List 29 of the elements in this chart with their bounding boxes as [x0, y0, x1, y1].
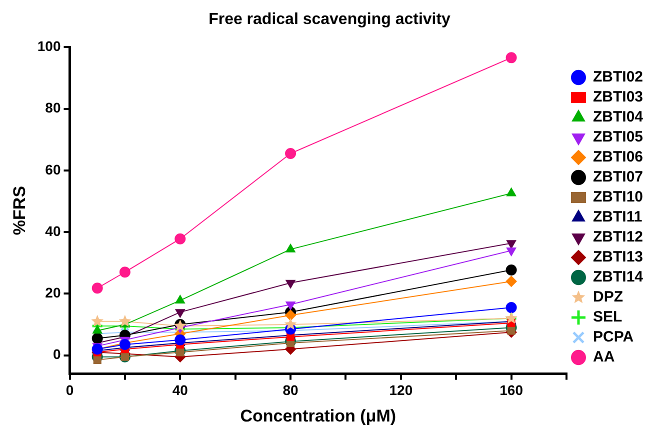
- chart-title: Free radical scavenging activity: [208, 11, 451, 28]
- legend-label: ZBTI10: [592, 188, 644, 206]
- y-tick-label: 0: [52, 346, 61, 362]
- legend-label: ZBTI12: [592, 228, 644, 246]
- legend-label: ZBTI04: [592, 108, 644, 126]
- x-tick-label: 120: [389, 382, 413, 398]
- legend-label: ZBTI11: [592, 208, 642, 226]
- legend-label: ZBTI13: [592, 248, 644, 266]
- y-axis-title: %FRS: [10, 186, 29, 236]
- x-tick-label: 80: [282, 382, 299, 398]
- y-tick-label: 100: [37, 38, 61, 54]
- legend-label: ZBTI06: [592, 148, 644, 166]
- x-tick-label: 160: [500, 382, 524, 398]
- legend-label: DPZ: [592, 288, 623, 306]
- x-tick-label: 40: [172, 382, 188, 398]
- y-tick-label: 60: [45, 161, 61, 178]
- y-tick-label: 40: [45, 222, 61, 239]
- legend-label: SEL: [592, 308, 622, 326]
- x-tick-label: 0: [66, 382, 74, 398]
- legend-label: PCPA: [592, 328, 634, 346]
- x-axis-title: Concentration (μM): [240, 406, 396, 426]
- legend-label: ZBTI07: [592, 168, 644, 186]
- legend-label: AA: [592, 348, 615, 366]
- y-tick-label: 80: [45, 100, 61, 116]
- legend-label: ZBTI14: [592, 268, 644, 286]
- legend-label: ZBTI05: [592, 128, 644, 146]
- y-tick-label: 20: [45, 284, 61, 301]
- legend-label: ZBTI03: [592, 88, 644, 106]
- legend-label: ZBTI02: [592, 68, 644, 86]
